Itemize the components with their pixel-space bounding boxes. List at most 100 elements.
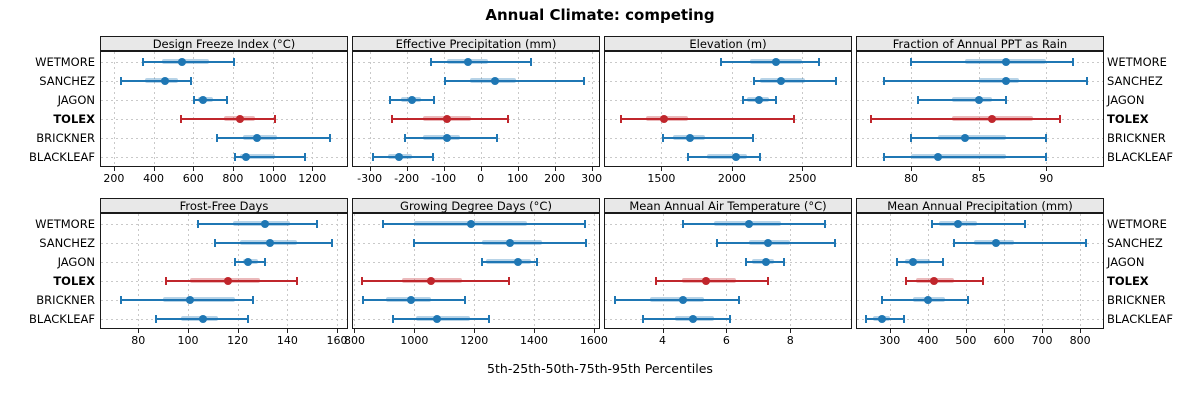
whisker-cap-brickner (881, 295, 884, 304)
whisker-cap-jagon (916, 95, 919, 104)
median-dot-blackleaf (688, 314, 697, 323)
gridline-vertical (965, 214, 967, 328)
whisker-cap-blackleaf (233, 152, 236, 161)
axis-tick (1080, 329, 1082, 333)
station-label-right-sanchez: SANCHEZ (1107, 73, 1163, 88)
whisker-cap-brickner (251, 295, 254, 304)
panel-title: Fraction of Annual PPT as Rain (892, 37, 1068, 51)
gridline-vertical (1003, 214, 1005, 328)
axis-tick-label: -100 (431, 172, 457, 185)
whisker-cap-tolex (982, 276, 985, 285)
gridline-vertical (113, 52, 115, 166)
axis-tick-label: 200 (544, 172, 566, 185)
axis-tick (232, 167, 234, 171)
station-label-left-jagon: JAGON (57, 254, 95, 269)
gridline-vertical (591, 52, 593, 166)
gridline-horizontal (353, 156, 599, 158)
whisker-cap-sanchez (752, 76, 755, 85)
median-dot-tolex (929, 276, 938, 285)
whisker-cap-tolex (766, 276, 769, 285)
range-line-blackleaf (688, 155, 761, 158)
whisker-cap-tolex (792, 114, 795, 123)
axis-tick-label: 4 (659, 334, 666, 347)
axis-tick (138, 329, 140, 333)
range-line-tolex (656, 279, 768, 282)
axis-tick (113, 167, 115, 171)
whisker-cap-blackleaf (759, 152, 762, 161)
axis-tick (790, 329, 792, 333)
whisker-cap-tolex (869, 114, 872, 123)
station-label-left-jagon: JAGON (57, 92, 95, 107)
gridline-vertical (790, 214, 792, 328)
whisker-cap-sanchez (119, 76, 122, 85)
station-label-left-brickner: BRICKNER (36, 130, 95, 145)
median-dot-blackleaf (432, 314, 441, 323)
range-line-sanchez (716, 241, 836, 244)
gridline-vertical (889, 214, 891, 328)
range-line-wetmore (911, 60, 1074, 63)
gridline-vertical (369, 52, 371, 166)
axis-tick-label: 1500 (647, 172, 676, 185)
axis-tick (661, 167, 663, 171)
plot-area-mean-annual-air-temperature-c- (604, 213, 852, 329)
axis-tick (911, 167, 913, 171)
whisker-cap-blackleaf (246, 314, 249, 323)
whisker-cap-tolex (619, 114, 622, 123)
axis-tick-label: 1200 (298, 172, 327, 185)
axis-tick (889, 329, 891, 333)
gridline-vertical (287, 214, 289, 328)
median-dot-wetmore (467, 219, 476, 228)
gridline-vertical (726, 214, 728, 328)
range-line-brickner (911, 136, 1047, 139)
axis-tick-label: 800 (1069, 334, 1091, 347)
whisker-cap-tolex (273, 114, 276, 123)
whisker-cap-brickner (119, 295, 122, 304)
gridline-horizontal (101, 80, 347, 82)
gridline-vertical (237, 214, 239, 328)
range-line-wetmore (382, 222, 585, 225)
gridline-horizontal (857, 261, 1103, 263)
axis-tick-label: 1600 (579, 334, 608, 347)
gridline-horizontal (605, 80, 851, 82)
median-dot-tolex (660, 114, 669, 123)
whisker-cap-sanchez (834, 238, 837, 247)
range-line-jagon (897, 260, 944, 263)
quartile-band-blackleaf (415, 316, 470, 321)
range-line-wetmore (931, 222, 1025, 225)
quartile-band-brickner (649, 297, 705, 302)
gridline-vertical (312, 52, 314, 166)
whisker-cap-jagon (1004, 95, 1007, 104)
axis-tick (534, 329, 536, 333)
axis-tick-label: 140 (276, 334, 298, 347)
station-label-right-wetmore: WETMORE (1107, 54, 1167, 69)
range-line-sanchez (120, 79, 192, 82)
whisker-cap-jagon (942, 257, 945, 266)
gridline-vertical (193, 52, 195, 166)
whisker-cap-wetmore (381, 219, 384, 228)
whisker-cap-brickner (966, 295, 969, 304)
median-dot-sanchez (991, 238, 1000, 247)
range-line-sanchez (753, 79, 837, 82)
median-dot-wetmore (1001, 57, 1010, 66)
whisker-cap-wetmore (583, 219, 586, 228)
whisker-cap-brickner (464, 295, 467, 304)
whisker-cap-wetmore (818, 57, 821, 66)
axis-tick (480, 167, 482, 171)
gridline-horizontal (101, 156, 347, 158)
axis-tick (978, 167, 980, 171)
median-dot-brickner (961, 133, 970, 142)
panel-title: Design Freeze Index (°C) (152, 37, 296, 51)
axis-tick (474, 329, 476, 333)
quartile-band-blackleaf (911, 154, 1006, 159)
gridline-horizontal (353, 261, 599, 263)
axis-tick-label: 100 (177, 334, 199, 347)
plot-area-effective-precipitation-mm- (352, 51, 600, 167)
station-label-left-brickner: BRICKNER (36, 292, 95, 307)
gridline-vertical (802, 52, 804, 166)
median-dot-sanchez (161, 76, 170, 85)
range-line-brickner (614, 298, 740, 301)
gridline-vertical (414, 214, 416, 328)
gridline-vertical (534, 214, 536, 328)
range-line-wetmore (683, 222, 826, 225)
whisker-cap-wetmore (196, 219, 199, 228)
